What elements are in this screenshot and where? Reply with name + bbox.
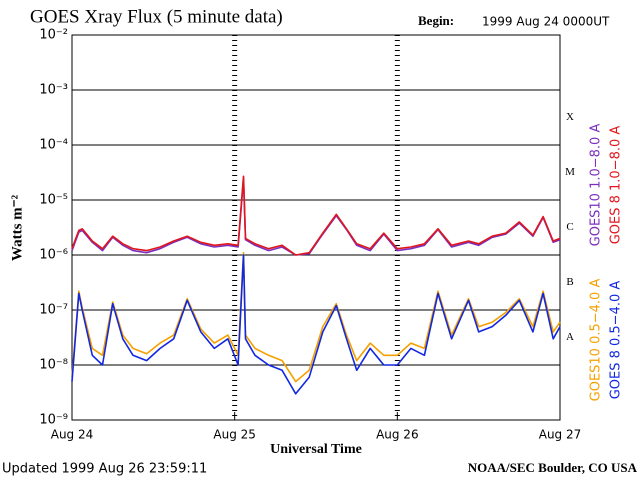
footer-left: Updated 1999 Aug 26 23:59:11 (2, 462, 207, 477)
class-label: X (566, 111, 574, 123)
footer-right: NOAA/SEC Boulder, CO USA (468, 460, 638, 475)
class-label: A (566, 331, 574, 343)
series-line (71, 254, 561, 395)
class-label: M (565, 166, 575, 178)
class-label: B (566, 276, 573, 288)
y-tick-label: 10⁻⁵ (39, 193, 68, 208)
x-tick-label: Aug 24 (51, 428, 94, 442)
x-tick-label: Aug 26 (376, 428, 419, 442)
x-tick-label: Aug 27 (539, 428, 582, 442)
legend-entry: GOES10 0.5−4.0 A (589, 279, 604, 402)
series-line (71, 251, 561, 383)
y-tick-label: 10⁻⁹ (39, 413, 68, 428)
legend-entry: GOES 8 1.0−8.0 A (609, 126, 624, 245)
x-axis-label: Universal Time (270, 442, 362, 457)
y-tick-label: 10⁻⁴ (39, 138, 68, 153)
y-tick-label: 10⁻⁸ (39, 358, 68, 373)
x-tick-label: Aug 25 (213, 428, 256, 442)
y-tick-label: 10⁻⁷ (39, 303, 68, 318)
class-label: C (566, 221, 573, 233)
y-axis-label: Watts m⁻² (9, 194, 25, 261)
chart-title: GOES Xray Flux (5 minute data) (30, 6, 283, 27)
y-tick-label: 10⁻³ (39, 83, 68, 98)
y-tick-label: 10⁻² (39, 28, 68, 43)
legend-entry: GOES 8 0.5−4.0 A (609, 281, 624, 400)
begin-date: 1999 Aug 24 0000UT (482, 15, 610, 29)
series-line (71, 175, 561, 256)
legend-entry: GOES10 1.0−8.0 A (589, 124, 604, 247)
plot-frame (71, 34, 561, 421)
begin-label: Begin: (418, 13, 454, 28)
y-tick-label: 10⁻⁶ (39, 248, 68, 263)
